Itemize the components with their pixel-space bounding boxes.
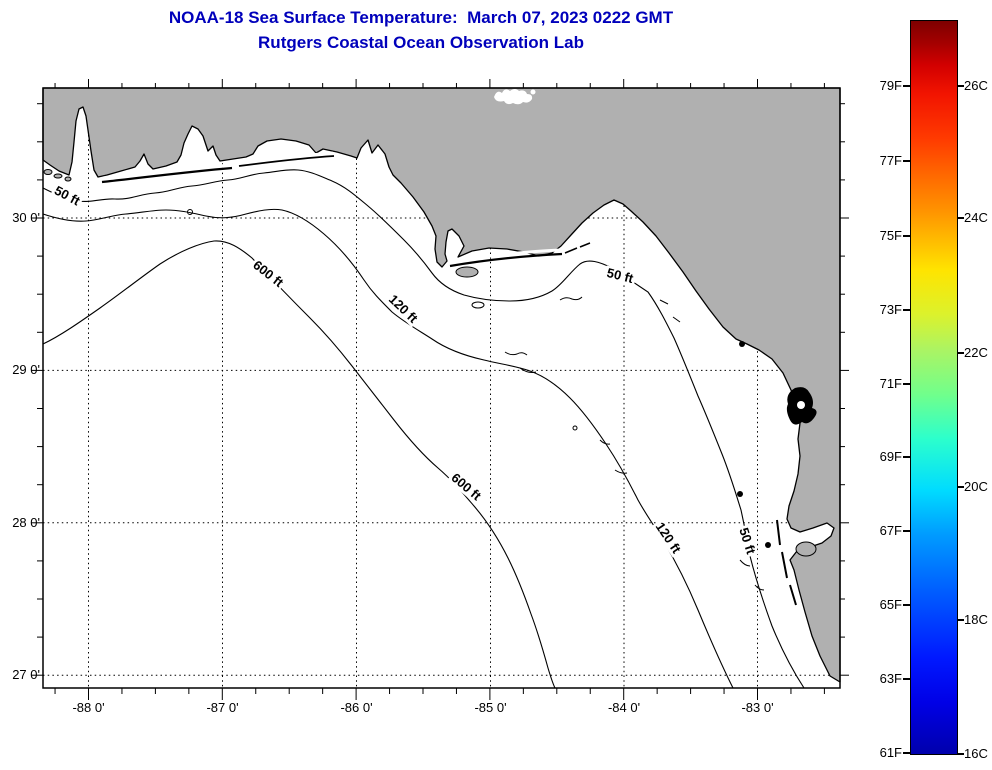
barrier-island-west: [101, 166, 233, 184]
land-polygon: [42, 87, 841, 683]
colorbar-fahrenheit-label: 73F: [879, 302, 902, 317]
x-axis-tick-label: -84 0': [607, 700, 641, 715]
colorbar-celsius-label: 26C: [964, 78, 988, 93]
colorbar-tick-left: [903, 160, 910, 162]
colorbar-fahrenheit-label: 65F: [879, 597, 902, 612]
contour-50ft: [42, 169, 805, 689]
coast-blob-1: [739, 341, 745, 347]
colorbar-tick-right: [957, 352, 964, 354]
y-axis-tick-label: 30 0': [12, 210, 40, 225]
colorbar-fahrenheit-label: 77F: [879, 153, 902, 168]
colorbar-tick-left: [903, 678, 910, 680]
colorbar-fahrenheit-label: 69F: [879, 449, 902, 464]
colorbar-fahrenheit-label: 63F: [879, 671, 902, 686]
x-axis-tick-label: -87 0': [206, 700, 239, 715]
page-subtitle: Rutgers Coastal Ocean Observation Lab: [258, 33, 584, 52]
colorbar-tick-left: [903, 530, 910, 532]
pinellas-peninsula: [795, 541, 817, 557]
y-axis-tick-label: 29 0': [12, 362, 40, 378]
colorbar-tick-left: [903, 309, 910, 311]
shelf-texture: [187, 209, 765, 591]
colorbar-tick-left: [903, 383, 910, 385]
barrier-island-mid: [238, 155, 335, 167]
coast-blob-3: [765, 542, 771, 548]
colorbar-tick-right: [957, 85, 964, 87]
colorbar-tick-right: [957, 486, 964, 488]
colorbar-fahrenheit-label: 71F: [879, 376, 902, 391]
island-west-2: [53, 173, 63, 179]
colorbar-fahrenheit-label: 61F: [879, 745, 902, 760]
plot-frame: [42, 87, 841, 689]
lagoon-mid: [239, 151, 334, 165]
x-axis-tick-label: -86 0': [340, 700, 373, 715]
colorbar-fahrenheit-label: 75F: [879, 228, 902, 243]
colorbar-celsius-label: 22C: [964, 345, 988, 360]
colorbar-tick-left: [903, 456, 910, 458]
y-axis-tick-label: 28 0': [12, 514, 40, 530]
island-west-3: [64, 176, 72, 182]
contour-120ft: [42, 208, 734, 689]
y-axis-tick-label: 27 0': [12, 667, 40, 683]
coast-blob-2: [737, 491, 743, 497]
x-axis-tick-label: -88 0': [72, 700, 105, 715]
page-title: NOAA-18 Sea Surface Temperature: March 0…: [168, 8, 674, 27]
cloud-dot: [530, 89, 536, 95]
st-vincent-island: [455, 266, 479, 278]
colorbar-fahrenheit-label: 67F: [879, 523, 902, 538]
tampa-barrier-islands: [776, 519, 797, 606]
colorbar: [910, 20, 958, 755]
colorbar-celsius-label: 18C: [964, 612, 988, 627]
colorbar-tick-right: [957, 619, 964, 621]
colorbar-tick-left: [903, 235, 910, 237]
barrier-island-apalachicola: [449, 252, 563, 268]
x-axis-tick-label: -85 0': [474, 700, 507, 715]
colorbar-tick-right: [957, 753, 964, 755]
colorbar-tick-right: [957, 217, 964, 219]
lagoon-west: [102, 163, 231, 180]
colorbar-celsius-label: 20C: [964, 479, 988, 494]
contour-600ft: [42, 240, 556, 689]
colorbar-tick-left: [903, 752, 910, 754]
lagoon-apalachicola: [451, 248, 561, 264]
cedar-key-hole: [797, 401, 805, 409]
island-west-1: [43, 169, 53, 175]
colorbar-fahrenheit-label: 79F: [879, 78, 902, 93]
colorbar-tick-left: [903, 604, 910, 606]
dog-island-chain: [564, 242, 591, 254]
colorbar-celsius-label: 16C: [964, 746, 988, 761]
cloud-patch: [494, 89, 533, 105]
colorbar-celsius-label: 24C: [964, 210, 988, 225]
x-axis-tick-label: -83 0': [741, 700, 774, 715]
colorbar-tick-left: [903, 85, 910, 87]
